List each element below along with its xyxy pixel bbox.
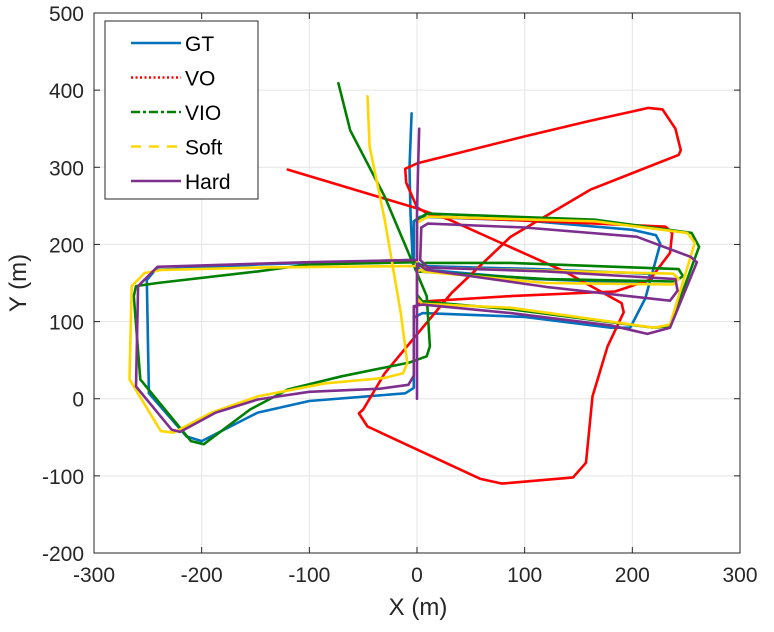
legend-label: VIO [185, 102, 221, 125]
y-tick-label: 300 [49, 157, 84, 180]
x-tick-label: -300 [73, 564, 115, 587]
legend-label: Hard [185, 171, 231, 194]
legend: GT VO VIO Soft Hard [104, 20, 259, 200]
legend-label: Soft [185, 137, 223, 160]
series-line-hard [134, 127, 699, 434]
x-tick-label: 100 [507, 564, 542, 587]
legend-label: VO [185, 68, 215, 91]
x-tick-label: 0 [411, 564, 423, 587]
y-tick-label: 100 [49, 312, 84, 335]
y-tick-label: 0 [72, 389, 84, 412]
series-line-vo [286, 106, 683, 485]
series-group [128, 81, 701, 485]
x-axis-label: X (m) [389, 594, 448, 621]
ticks: -300 -200 -100 0 100 200 300-200-1000100200300… [42, 3, 758, 587]
x-tick-label: 300 [722, 564, 757, 587]
x-tick-label: 200 [615, 564, 650, 587]
x-tick-label: -200 [181, 564, 223, 587]
legend-label: GT [185, 33, 214, 56]
y-tick-label: 400 [49, 80, 84, 103]
y-axis-label: Y (m) [5, 254, 32, 312]
y-tick-label: -100 [42, 466, 84, 489]
legend-box [104, 20, 259, 200]
y-tick-label: 200 [49, 234, 84, 257]
x-tick-label: -100 [288, 564, 330, 587]
y-tick-label: -200 [42, 543, 84, 566]
y-tick-label: 500 [49, 3, 84, 26]
